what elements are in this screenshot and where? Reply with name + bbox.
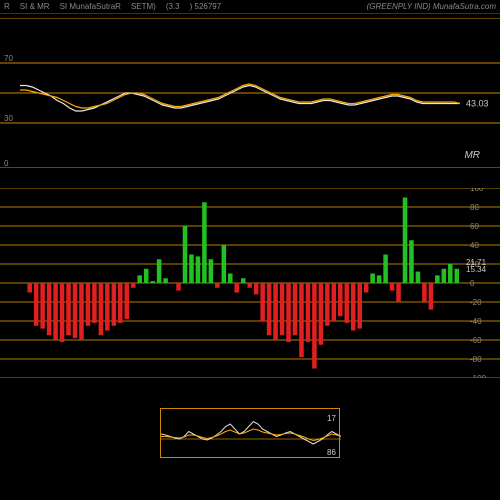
svg-text:-100: -100	[470, 374, 487, 378]
svg-text:43.03: 43.03	[466, 99, 489, 109]
svg-text:70: 70	[4, 54, 13, 63]
svg-text:15.34: 15.34	[466, 265, 487, 274]
svg-text:-60: -60	[470, 336, 482, 345]
mr-label: MR	[464, 150, 480, 161]
momentum-panel: 100806040200-20-40-60-80-10021.7115.34	[0, 188, 500, 378]
hdr-5: (3.3	[166, 2, 180, 11]
svg-text:80: 80	[470, 203, 479, 212]
hdr-6: ) 526797	[190, 2, 222, 11]
svg-text:30: 30	[4, 114, 13, 123]
hdr-4: SETM)	[131, 2, 156, 11]
momentum-svg: 100806040200-20-40-60-80-10021.7115.34	[0, 188, 500, 378]
svg-text:86: 86	[327, 448, 336, 457]
svg-text:17: 17	[327, 414, 336, 423]
mini-svg: 1786	[161, 409, 341, 459]
svg-text:100: 100	[470, 188, 484, 193]
hdr-right: (GREENPLY IND) MunafaSutra.com	[367, 2, 496, 11]
svg-text:60: 60	[470, 222, 479, 231]
rsi-panel: 1007030043.03	[0, 18, 500, 168]
rsi-svg: 1007030043.03	[0, 18, 500, 168]
svg-text:-80: -80	[470, 355, 482, 364]
svg-text:0: 0	[4, 159, 9, 168]
chart-header: R SI & MR SI MunafaSutraR SETM) (3.3 ) 5…	[0, 0, 500, 14]
hdr-1: R	[4, 2, 10, 11]
hdr-3: SI MunafaSutraR	[60, 2, 121, 11]
mini-panel-container: 1786	[0, 408, 500, 458]
mini-panel: 1786	[160, 408, 340, 458]
svg-text:0: 0	[470, 279, 475, 288]
svg-text:-40: -40	[470, 317, 482, 326]
svg-text:40: 40	[470, 241, 479, 250]
hdr-2: SI & MR	[20, 2, 50, 11]
svg-text:-20: -20	[470, 298, 482, 307]
